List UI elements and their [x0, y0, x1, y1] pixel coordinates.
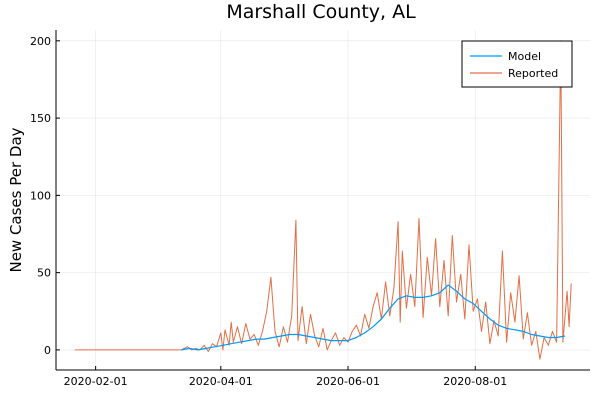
- series-line-reported: [74, 40, 572, 360]
- y-tick-label: 100: [30, 189, 51, 202]
- chart-title: Marshall County, AL: [226, 1, 416, 23]
- y-axis-label: New Cases Per Day: [7, 127, 25, 272]
- y-tick-label: 50: [37, 267, 51, 280]
- legend: Model Reported: [461, 40, 573, 88]
- y-tick-label: 200: [30, 35, 51, 48]
- x-axis-ticks: 2020-02-01 2020-04-01 2020-06-01 2020-08-01: [64, 366, 507, 388]
- x-tick-label: 2020-06-01: [316, 375, 380, 388]
- legend-box: [461, 40, 573, 88]
- series-line-model: [181, 284, 566, 351]
- legend-label-reported: Reported: [508, 67, 558, 80]
- y-axis-ticks: 0 50 100 150 200: [30, 35, 60, 357]
- legend-label-model: Model: [508, 50, 541, 63]
- series-layer: [74, 40, 572, 360]
- x-tick-label: 2020-04-01: [189, 375, 253, 388]
- x-tick-label: 2020-02-01: [64, 375, 128, 388]
- y-tick-label: 0: [44, 344, 51, 357]
- x-tick-label: 2020-08-01: [443, 375, 507, 388]
- y-tick-label: 150: [30, 112, 51, 125]
